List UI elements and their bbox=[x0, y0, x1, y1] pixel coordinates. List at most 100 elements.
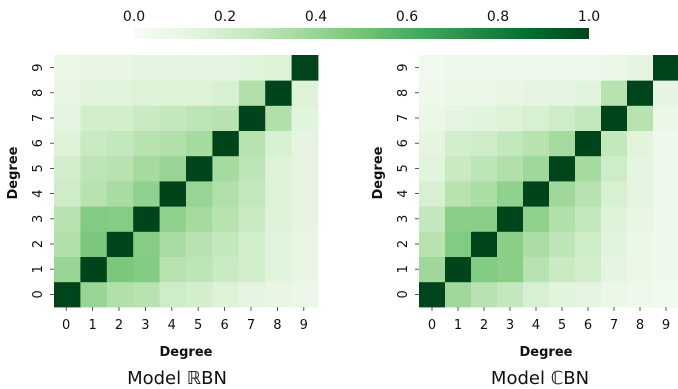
heatmap-cell bbox=[419, 155, 446, 182]
heatmap-cell bbox=[471, 130, 498, 157]
y-tick-label: 2 bbox=[31, 240, 46, 248]
y-tick-label: 9 bbox=[31, 63, 46, 71]
colorbar-tick-label: 0.6 bbox=[396, 9, 418, 25]
x-tick-label: 7 bbox=[610, 318, 618, 333]
heatmap-cell bbox=[186, 155, 213, 182]
heatmap-cell bbox=[497, 281, 524, 308]
heatmap-cell bbox=[265, 130, 292, 157]
heatmap-cell bbox=[653, 55, 678, 81]
colorbar-tick-label: 0.2 bbox=[214, 9, 236, 25]
heatmap-cell bbox=[159, 181, 187, 207]
heatmap-cell bbox=[497, 256, 524, 283]
x-tick-label: 4 bbox=[168, 318, 176, 333]
heatmap-cell bbox=[653, 256, 678, 283]
heatmap-cell bbox=[575, 281, 602, 308]
heatmap-cell bbox=[523, 181, 550, 207]
heatmap-cell bbox=[419, 181, 446, 207]
heatmap-cell bbox=[523, 206, 550, 232]
heatmap-cell bbox=[159, 55, 187, 81]
heatmap-cell bbox=[627, 55, 654, 81]
heatmap-cell bbox=[186, 256, 213, 283]
y-tick-label: 0 bbox=[31, 290, 46, 298]
colorbar: 0.0 0.2 0.4 0.6 0.8 1.0 bbox=[123, 9, 600, 39]
y-tick-label: 8 bbox=[31, 89, 46, 97]
heatmap-cell bbox=[238, 105, 266, 131]
heatmap-cell bbox=[445, 231, 472, 257]
heatmap-cell bbox=[523, 256, 550, 283]
heatmap-cell bbox=[653, 155, 678, 182]
colorbar-tick-label: 0.4 bbox=[305, 9, 327, 25]
y-tick-label: 3 bbox=[31, 215, 46, 223]
heatmap-cell bbox=[601, 181, 628, 207]
heatmap-cell bbox=[291, 231, 319, 257]
heatmap-cell bbox=[186, 80, 213, 106]
heatmap-cell bbox=[471, 155, 498, 182]
heatmap-cell bbox=[471, 281, 498, 308]
heatmap-cell bbox=[575, 181, 602, 207]
y-tick-label: 4 bbox=[396, 189, 411, 197]
heatmap-cell bbox=[106, 256, 134, 283]
heatmap-cell bbox=[159, 206, 187, 232]
colorbar-gradient bbox=[134, 28, 589, 39]
heatmap-cell bbox=[653, 281, 678, 308]
heatmap-cell bbox=[106, 155, 134, 182]
heatmap-cell bbox=[549, 206, 576, 232]
heatmap-cell bbox=[133, 206, 160, 232]
heatmap-cell bbox=[523, 281, 550, 308]
x-tick-label: 0 bbox=[62, 318, 70, 333]
y-tick-label: 1 bbox=[396, 265, 411, 273]
heatmap-cell bbox=[601, 80, 628, 106]
heatmap-cell bbox=[445, 80, 472, 106]
heatmap-cell bbox=[627, 105, 654, 131]
heatmap-cell bbox=[627, 281, 654, 308]
heatmap-cell bbox=[471, 256, 498, 283]
heatmap-cell bbox=[212, 130, 240, 157]
x-axis-label: Degree bbox=[160, 345, 213, 360]
heatmap-cell bbox=[445, 105, 472, 131]
heatmap-cell bbox=[212, 256, 240, 283]
heatmap-cell bbox=[601, 281, 628, 308]
heatmap-cell bbox=[54, 55, 81, 81]
colorbar-tick-label: 1.0 bbox=[578, 9, 600, 25]
heatmap-cell bbox=[54, 256, 81, 283]
heatmap-cell bbox=[419, 105, 446, 131]
heatmap-cell bbox=[265, 281, 292, 308]
colorbar-tick-label: 0.0 bbox=[123, 9, 145, 25]
heatmap-cell bbox=[549, 155, 576, 182]
heatmap-cell bbox=[523, 155, 550, 182]
heatmap-cell bbox=[627, 155, 654, 182]
heatmap-cell bbox=[54, 105, 81, 131]
heatmap-cell bbox=[575, 80, 602, 106]
heatmap-cell bbox=[601, 130, 628, 157]
x-tick-label: 4 bbox=[532, 318, 540, 333]
heatmap-cell bbox=[238, 80, 266, 106]
panel-title: Model ℝBN bbox=[127, 368, 227, 389]
heatmap-cell bbox=[80, 155, 108, 182]
heatmap-cell bbox=[106, 105, 134, 131]
heatmap-cell bbox=[159, 256, 187, 283]
heatmap-cell bbox=[106, 206, 134, 232]
heatmap-cell bbox=[291, 80, 319, 106]
heatmap-cell bbox=[497, 130, 524, 157]
heatmap-cell bbox=[159, 80, 187, 106]
heatmap-cell bbox=[627, 231, 654, 257]
heatmap-cell bbox=[653, 206, 678, 232]
y-tick-label: 8 bbox=[396, 89, 411, 97]
heatmap-cell bbox=[212, 231, 240, 257]
heatmap-cell bbox=[186, 231, 213, 257]
heatmap-cell bbox=[291, 281, 319, 308]
heatmap-cell bbox=[212, 80, 240, 106]
heatmap-cell bbox=[575, 105, 602, 131]
x-tick-label: 5 bbox=[194, 318, 202, 333]
heatmap-cell bbox=[601, 256, 628, 283]
heatmap-cell bbox=[471, 206, 498, 232]
heatmap-cell bbox=[186, 105, 213, 131]
heatmap-cell bbox=[575, 130, 602, 157]
heatmap-cell bbox=[265, 256, 292, 283]
heatmap-cell bbox=[445, 256, 472, 283]
y-axis-label: Degree bbox=[6, 146, 21, 199]
heatmap-cell bbox=[54, 181, 81, 207]
heatmap-cell bbox=[106, 181, 134, 207]
heatmap-cell bbox=[445, 206, 472, 232]
heatmap-cell bbox=[212, 281, 240, 308]
